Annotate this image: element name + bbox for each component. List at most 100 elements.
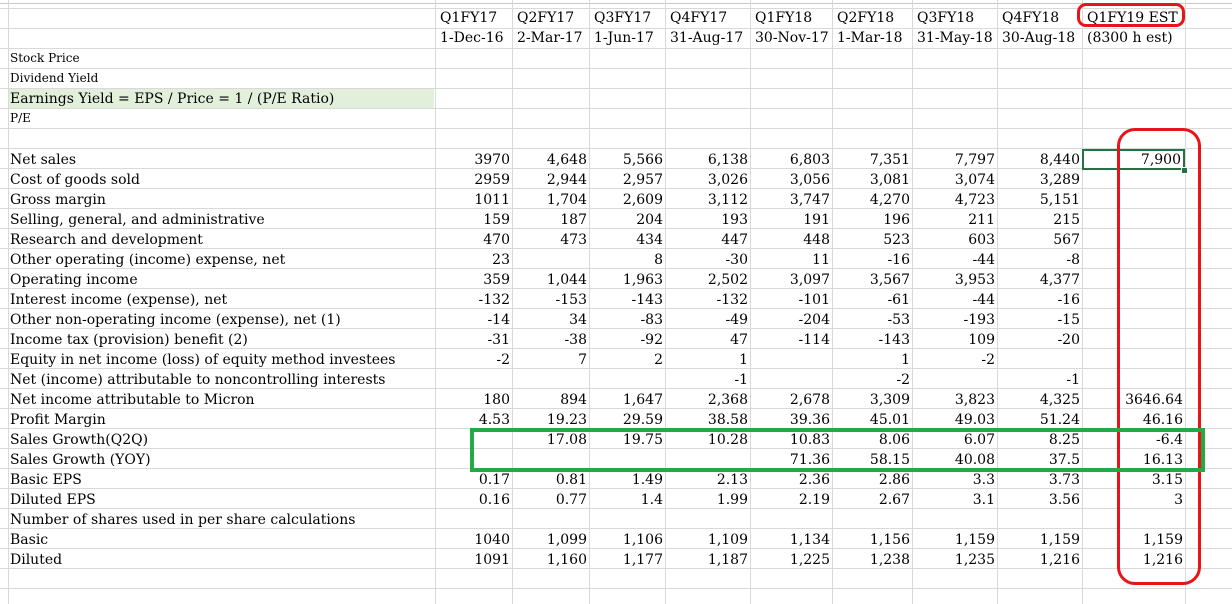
row-label-cell[interactable]: Diluted EPS (10, 492, 96, 508)
header-date-cell[interactable]: 30-Nov-17 (755, 30, 829, 46)
value-cell[interactable]: -14 (487, 312, 510, 328)
value-cell[interactable]: -2 (981, 352, 995, 368)
value-cell[interactable] (997, 510, 1082, 530)
value-cell[interactable] (589, 370, 665, 390)
value-cell[interactable]: -1 (1066, 372, 1080, 388)
value-cell[interactable]: -44 (972, 252, 995, 268)
value-cell[interactable]: 2.13 (716, 472, 748, 488)
value-cell[interactable] (912, 370, 997, 390)
value-cell[interactable]: 40.08 (954, 452, 995, 468)
header-quarter-cell[interactable]: Q3FY17 (594, 10, 652, 26)
value-cell[interactable]: -132 (478, 292, 510, 308)
value-cell[interactable]: 434 (636, 232, 663, 248)
row-label-cell[interactable]: Number of shares used in per share calcu… (10, 512, 356, 528)
value-cell[interactable]: 4,377 (1039, 272, 1080, 288)
value-cell[interactable]: 3,074 (954, 172, 995, 188)
value-cell[interactable]: 19.23 (546, 412, 587, 428)
value-cell[interactable]: -204 (798, 312, 830, 328)
value-cell[interactable]: 196 (883, 212, 910, 228)
value-cell[interactable]: -15 (1057, 312, 1080, 328)
value-cell[interactable]: 23 (492, 252, 510, 268)
header-quarter-cell[interactable]: Q2FY18 (837, 10, 895, 26)
value-cell[interactable]: 71.36 (789, 452, 830, 468)
value-cell[interactable]: 1,177 (622, 552, 663, 568)
value-cell[interactable]: 2.86 (878, 472, 910, 488)
value-cell[interactable]: 2.67 (878, 492, 910, 508)
value-cell[interactable]: 7,351 (869, 152, 910, 168)
value-cell[interactable]: 49.03 (954, 412, 995, 428)
value-cell[interactable]: 603 (968, 232, 995, 248)
value-cell[interactable]: 191 (803, 212, 830, 228)
value-cell[interactable]: 4,325 (1039, 392, 1080, 408)
value-cell[interactable]: 3.56 (1048, 492, 1080, 508)
value-cell[interactable]: 1,238 (869, 552, 910, 568)
value-cell[interactable]: 3,097 (789, 272, 830, 288)
value-cell[interactable]: 3,289 (1039, 172, 1080, 188)
value-cell[interactable]: 38.58 (707, 412, 748, 428)
value-cell[interactable]: -8 (1066, 252, 1080, 268)
value-cell[interactable]: 447 (721, 232, 748, 248)
value-cell[interactable]: 0.77 (555, 492, 587, 508)
value-cell[interactable]: 19.75 (622, 432, 663, 448)
value-cell[interactable] (832, 510, 912, 530)
value-cell[interactable]: 39.36 (789, 412, 830, 428)
header-date-cell[interactable]: 31-Aug-17 (670, 30, 744, 46)
value-cell[interactable] (750, 510, 832, 530)
value-cell[interactable]: 3970 (474, 152, 510, 168)
value-cell[interactable]: 5,566 (622, 152, 663, 168)
header-quarter-cell[interactable]: Q1FY18 (755, 10, 813, 26)
row-label-cell[interactable]: Income tax (provision) benefit (2) (10, 332, 248, 348)
value-cell[interactable]: 37.5 (1048, 452, 1080, 468)
value-cell[interactable]: 1,647 (622, 392, 663, 408)
value-cell[interactable]: 2.36 (798, 472, 830, 488)
header-date-cell[interactable]: 1-Dec-16 (440, 30, 504, 46)
value-cell[interactable]: 3.15 (1151, 472, 1183, 488)
value-cell[interactable]: 3,056 (789, 172, 830, 188)
value-cell[interactable]: 58.15 (869, 452, 910, 468)
value-cell[interactable] (750, 370, 832, 390)
value-cell[interactable]: -6.4 (1156, 432, 1183, 448)
label-cell[interactable]: Dividend Yield (10, 71, 99, 85)
header-quarter-cell[interactable]: Q1FY17 (440, 10, 498, 26)
value-cell[interactable]: 2,944 (546, 172, 587, 188)
row-label-cell[interactable]: Basic EPS (10, 472, 82, 488)
value-cell[interactable]: 6,803 (789, 152, 830, 168)
value-cell[interactable]: 6,138 (707, 152, 748, 168)
value-cell[interactable]: -2 (896, 372, 910, 388)
row-label-cell[interactable]: Selling, general, and administrative (10, 212, 265, 228)
value-cell[interactable]: -83 (640, 312, 663, 328)
header-quarter-cell[interactable]: Q4FY18 (1002, 10, 1060, 26)
value-cell[interactable]: 8.06 (878, 432, 910, 448)
value-cell[interactable]: 359 (483, 272, 510, 288)
value-cell[interactable]: 109 (968, 332, 995, 348)
header-quarter-cell[interactable]: Q3FY18 (917, 10, 975, 26)
value-cell[interactable]: 2.19 (798, 492, 830, 508)
header-date-cell[interactable]: 1-Jun-17 (594, 30, 654, 46)
value-cell[interactable]: 523 (883, 232, 910, 248)
value-cell[interactable]: 1,187 (707, 552, 748, 568)
value-cell[interactable] (912, 510, 997, 530)
row-label-cell[interactable]: Sales Growth (YOY) (10, 452, 151, 468)
value-cell[interactable]: 0.81 (555, 472, 587, 488)
row-label-cell[interactable]: Diluted (10, 552, 63, 568)
value-cell[interactable]: 4,723 (954, 192, 995, 208)
value-cell[interactable] (750, 350, 832, 370)
value-cell[interactable]: 3,309 (869, 392, 910, 408)
row-label-cell[interactable]: Net (income) attributable to noncontroll… (10, 372, 386, 388)
value-cell[interactable]: 193 (721, 212, 748, 228)
value-cell[interactable]: 10.28 (707, 432, 748, 448)
value-cell[interactable]: 1,109 (707, 532, 748, 548)
header-date-cell[interactable]: 30-Aug-18 (1002, 30, 1076, 46)
value-cell[interactable]: -30 (725, 252, 748, 268)
value-cell[interactable]: -38 (564, 332, 587, 348)
row-label-cell[interactable]: Interest income (expense), net (10, 292, 228, 308)
label-cell[interactable]: Earnings Yield = EPS / Price = 1 / (P/E … (10, 91, 335, 107)
header-quarter-cell[interactable]: Q2FY17 (517, 10, 575, 26)
row-label-cell[interactable]: Other non-operating income (expense), ne… (10, 312, 341, 328)
value-cell[interactable]: 8,440 (1039, 152, 1080, 168)
value-cell[interactable]: 2,502 (707, 272, 748, 288)
value-cell[interactable]: 3,823 (954, 392, 995, 408)
label-cell[interactable]: P/E (10, 111, 31, 125)
value-cell[interactable]: 1,216 (1142, 552, 1183, 568)
value-cell[interactable]: 1,134 (789, 532, 830, 548)
